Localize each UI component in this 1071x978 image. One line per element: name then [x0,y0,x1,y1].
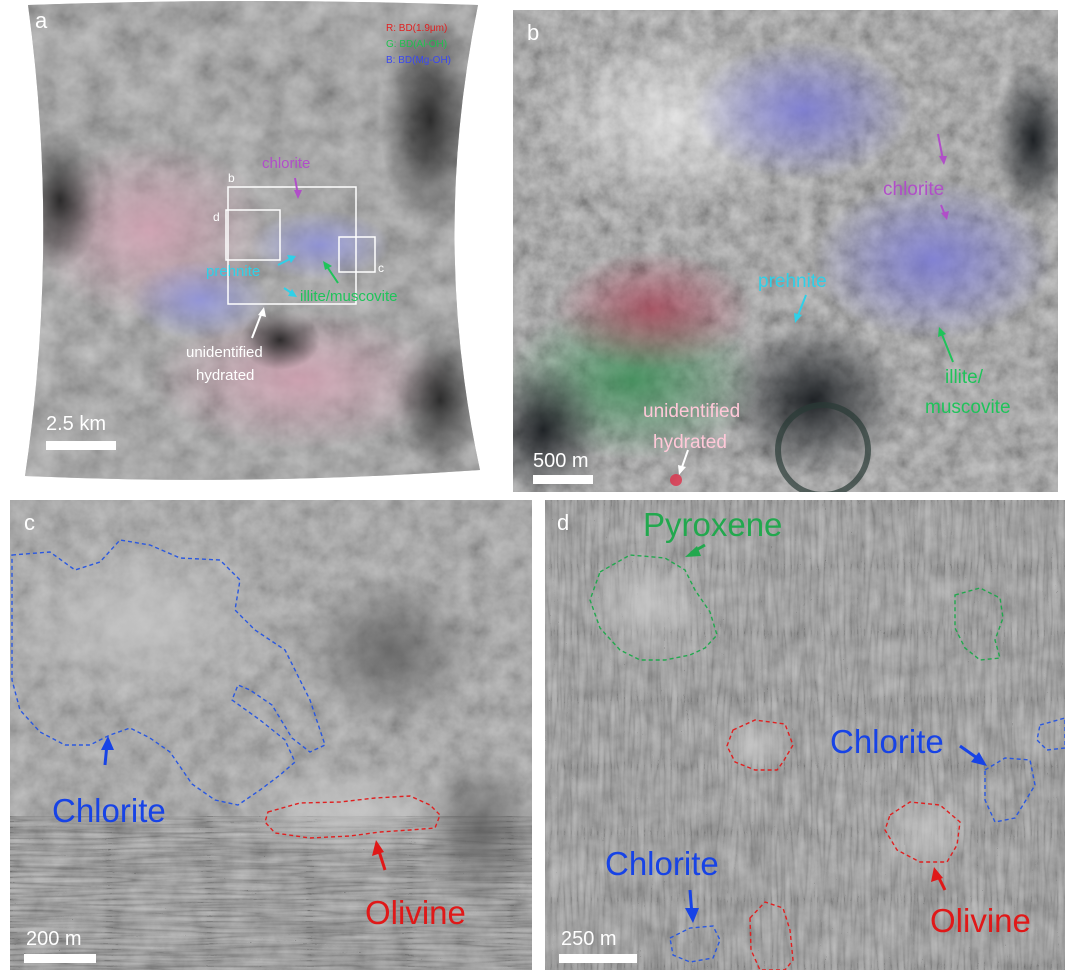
scale-bar-b [533,475,593,484]
label-illite-b-1: illite/ [945,367,984,388]
label-illite-a: illite/muscovite [300,288,398,305]
label-chlorite-a: chlorite [262,155,311,172]
panel-b-letter: b [527,20,540,45]
scale-bar-d [559,954,637,963]
label-pyroxene-d: Pyroxene [643,506,783,543]
panel-c-letter: c [24,510,35,535]
panel-c-image [10,500,532,970]
panel-a: a R: BD(1.9μm) G: BD(Al-OH) B: BD(Mg-OH)… [0,0,500,490]
label-unidentified-a-2: hydrated [196,367,255,384]
scale-text-d: 250 m [561,928,617,950]
label-unidentified-b-1: unidentified [643,401,741,422]
box-label-c: c [378,261,384,275]
panel-b-image [513,10,1058,492]
label-illite-b-2: muscovite [925,397,1011,418]
label-chlorite-d-2: Chlorite [605,845,719,882]
panel-b: b chlorite prehnite illite/ muscovite un… [513,10,1058,492]
box-label-b: b [228,171,235,185]
panel-c: c Chlorite Olivine 200 m [10,500,532,970]
label-prehnite-b: prehnite [758,271,827,292]
panel-d-letter: d [557,510,570,535]
label-chlorite-b: chlorite [883,179,945,200]
panel-d-image [545,500,1065,970]
label-unidentified-a-1: unidentified [186,344,263,361]
scale-bar-c [24,954,96,963]
scale-text-c: 200 m [26,928,82,950]
panel-a-image [25,1,480,480]
legend-blue: B: BD(Mg-OH) [386,55,451,66]
label-unidentified-b-2: hydrated [653,432,727,453]
box-label-d: d [213,210,220,224]
scale-bar-a [46,441,116,450]
scale-text-a: 2.5 km [46,413,107,435]
label-chlorite-d-1: Chlorite [830,723,944,760]
label-chlorite-c: Chlorite [52,792,166,829]
label-olivine-d: Olivine [930,902,1031,939]
legend-green: G: BD(Al-OH) [386,39,448,50]
label-olivine-c: Olivine [365,894,466,931]
panel-a-letter: a [35,8,48,33]
legend-red: R: BD(1.9μm) [386,23,448,34]
panel-d: d Pyroxene Chlorite Chlorite Olivine 250… [545,500,1065,970]
scale-text-b: 500 m [533,450,589,472]
label-prehnite-a: prehnite [206,263,261,280]
